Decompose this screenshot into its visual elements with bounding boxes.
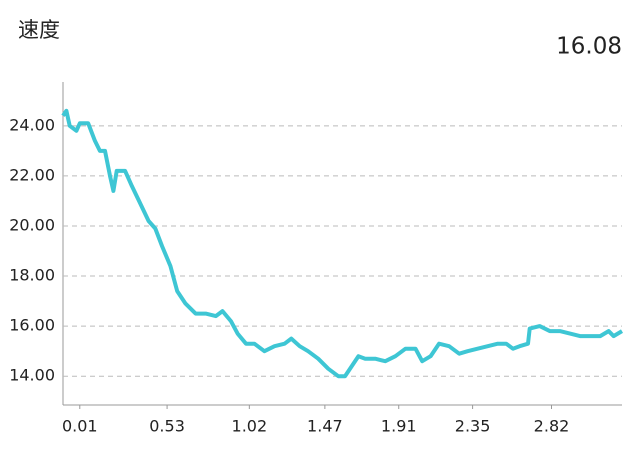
line-series bbox=[61, 108, 624, 379]
y-tick-label: 18.00 bbox=[9, 266, 55, 285]
chart-title: 速度 bbox=[18, 18, 60, 42]
y-tick-label: 24.00 bbox=[9, 115, 55, 134]
y-tick-label: 20.00 bbox=[9, 215, 55, 234]
x-tick-label: 0.53 bbox=[149, 417, 185, 436]
x-tick-label: 0.01 bbox=[62, 417, 98, 436]
current-value: 16.08 bbox=[556, 34, 622, 60]
x-tick-label: 2.82 bbox=[534, 417, 570, 436]
x-tick-label: 2.35 bbox=[455, 417, 491, 436]
x-tick-label: 1.47 bbox=[307, 417, 343, 436]
x-tick-label: 1.02 bbox=[232, 417, 268, 436]
y-tick-label: 16.00 bbox=[9, 316, 55, 335]
y-tick-label: 22.00 bbox=[9, 165, 55, 184]
y-tick-label: 14.00 bbox=[9, 366, 55, 385]
x-tick-label: 1.91 bbox=[381, 417, 417, 436]
